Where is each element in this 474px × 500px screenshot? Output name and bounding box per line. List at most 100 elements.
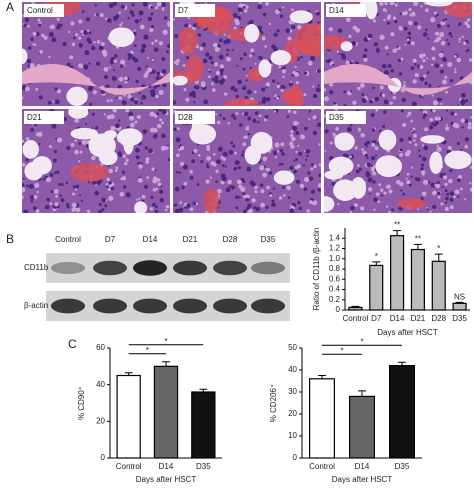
cell: [27, 64, 31, 68]
cell: [117, 151, 122, 156]
cell: [448, 178, 453, 184]
panel-label: A: [6, 0, 14, 14]
cell: [22, 195, 24, 199]
cell: [189, 207, 194, 212]
cell: [152, 188, 157, 192]
histology-image: D7: [173, 2, 321, 106]
cell: [414, 177, 419, 181]
error-bar: [162, 361, 170, 367]
rbc: [281, 88, 303, 105]
cell: [151, 58, 155, 62]
adipocyte: [70, 127, 99, 140]
cell: [150, 12, 154, 16]
cell: [247, 116, 252, 121]
cell: [24, 17, 30, 23]
cell: [22, 183, 25, 188]
band: [93, 260, 127, 276]
cell: [200, 160, 204, 164]
cell: [191, 159, 196, 164]
cell: [307, 171, 311, 175]
cell: [181, 185, 185, 190]
cell: [392, 95, 397, 100]
cell: [94, 13, 97, 16]
cell: [143, 73, 148, 78]
cell: [62, 41, 67, 47]
cell: [78, 142, 82, 146]
cell: [215, 113, 218, 116]
cell: [101, 49, 107, 55]
cell: [309, 200, 314, 205]
cell: [29, 63, 35, 68]
adipocyte: [22, 140, 39, 159]
y-tick-label: 0.4: [329, 285, 341, 294]
adipocyte: [116, 128, 143, 146]
cell: [248, 208, 253, 213]
cell: [454, 70, 457, 74]
cell: [387, 14, 392, 19]
cell: [247, 133, 251, 136]
cell: [432, 100, 439, 106]
cell: [369, 99, 374, 104]
cell: [61, 198, 64, 202]
cell: [138, 10, 144, 16]
cell: [230, 141, 234, 145]
cell: [232, 144, 236, 148]
histology-image: D28: [173, 109, 321, 213]
cell: [291, 74, 295, 77]
cell: [372, 180, 376, 184]
cell: [140, 48, 146, 53]
cell: [124, 76, 128, 81]
cell: [354, 146, 358, 150]
cell: [409, 13, 413, 17]
cell: [52, 158, 57, 163]
cell: [77, 160, 81, 163]
cell: [85, 122, 88, 125]
cell: [164, 208, 168, 212]
histology-label: D7: [178, 6, 189, 15]
adipocyte: [350, 176, 367, 199]
cell: [189, 170, 193, 174]
cell: [79, 194, 82, 197]
cell: [49, 25, 54, 29]
cell: [417, 25, 422, 30]
cell: [266, 185, 270, 190]
cell: [215, 180, 218, 183]
cell: [36, 190, 40, 194]
cell: [166, 21, 170, 26]
cell: [265, 82, 271, 87]
cell: [183, 181, 188, 186]
cell: [458, 37, 461, 40]
adipocyte: [88, 133, 116, 158]
cell: [250, 48, 255, 53]
bar: [431, 260, 446, 311]
cell: [281, 69, 287, 74]
cell: [106, 114, 112, 120]
cell: [73, 36, 76, 40]
cell: [341, 54, 347, 60]
cell: [278, 65, 282, 69]
bar: [153, 365, 179, 459]
cell: [225, 38, 231, 44]
cell: [412, 58, 417, 63]
cell: [129, 10, 134, 15]
cell: [295, 150, 298, 154]
cell: [414, 72, 419, 78]
cell: [146, 176, 149, 179]
cell: [431, 56, 436, 61]
label-box: [326, 111, 366, 124]
cell: [206, 163, 209, 166]
cell: [38, 23, 42, 27]
cell: [53, 188, 59, 194]
cell: [383, 71, 387, 75]
band: [133, 298, 167, 314]
cell: [86, 29, 90, 32]
cell: [217, 188, 222, 194]
cell: [154, 6, 159, 10]
cell: [161, 8, 165, 11]
cell: [411, 129, 414, 132]
cell: [110, 186, 115, 191]
cell: [464, 144, 469, 149]
cell: [316, 69, 321, 74]
cell: [310, 163, 315, 167]
cell: [206, 146, 211, 152]
